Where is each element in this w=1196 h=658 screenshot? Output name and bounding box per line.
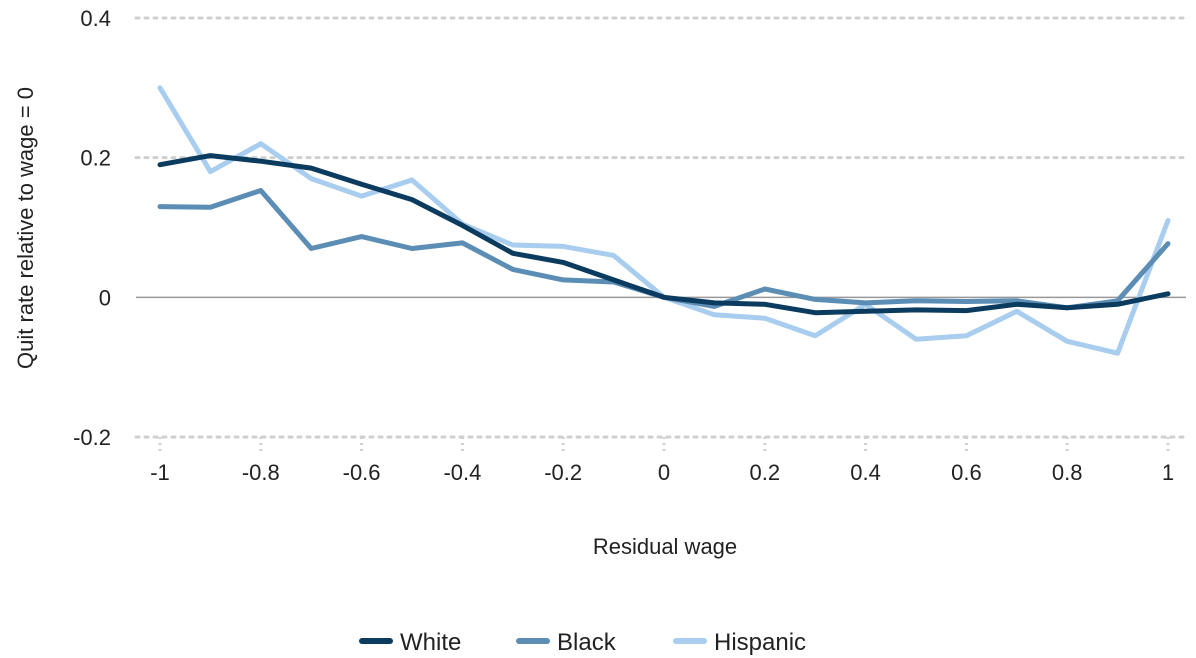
legend-label-white: White — [400, 629, 461, 656]
x-tick-label: 0.8 — [1052, 460, 1083, 485]
y-axis-tick-labels: -0.2 0 0.2 0.4 — [73, 6, 111, 450]
x-tick-label: -1 — [150, 460, 170, 485]
legend-label-black: Black — [557, 629, 617, 656]
series-line-white — [157, 153, 1171, 316]
y-axis-title: Quit rate relative to wage = 0 — [13, 87, 38, 369]
series-lines — [157, 85, 1171, 356]
x-tick-label: 0.4 — [850, 460, 881, 485]
x-tick-label: 0.6 — [951, 460, 982, 485]
legend: White Black Hispanic — [359, 629, 806, 656]
x-tick-label: -0.4 — [443, 460, 481, 485]
series-line-black — [157, 188, 1171, 311]
y-tick-label: -0.2 — [73, 425, 111, 450]
y-tick-label: 0 — [99, 285, 111, 310]
x-axis-ticks — [158, 437, 1170, 451]
x-axis-tick-labels: -1 -0.8 -0.6 -0.4 -0.2 0 0.2 0.4 0.6 0.8 1 — [150, 460, 1174, 485]
y-tick-label: 0.4 — [80, 6, 111, 31]
x-tick-label: 0.2 — [750, 460, 781, 485]
x-tick-label: -0.6 — [343, 460, 381, 485]
x-axis-title: Residual wage — [593, 534, 737, 559]
legend-label-hispanic: Hispanic — [714, 629, 806, 656]
x-tick-label: 1 — [1162, 460, 1174, 485]
y-tick-label: 0.2 — [80, 146, 111, 171]
grid-lines — [134, 16, 1188, 439]
x-tick-label: -0.2 — [544, 460, 582, 485]
x-tick-label: 0 — [658, 460, 670, 485]
series-line-hispanic — [157, 85, 1171, 356]
x-tick-label: -0.8 — [242, 460, 280, 485]
